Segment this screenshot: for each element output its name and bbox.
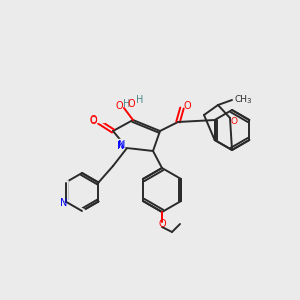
Text: N: N xyxy=(118,140,126,150)
Text: 3: 3 xyxy=(247,98,251,104)
Text: N: N xyxy=(117,141,125,151)
Text: O: O xyxy=(89,115,97,125)
Text: O: O xyxy=(183,101,191,111)
Text: O: O xyxy=(158,219,166,229)
Text: O: O xyxy=(115,101,123,111)
Text: H: H xyxy=(123,99,131,109)
Text: O: O xyxy=(127,99,135,109)
Text: CH: CH xyxy=(235,94,248,103)
Text: O: O xyxy=(230,118,238,127)
Text: O: O xyxy=(89,116,97,126)
Text: N: N xyxy=(60,197,67,208)
Text: H: H xyxy=(136,95,144,105)
